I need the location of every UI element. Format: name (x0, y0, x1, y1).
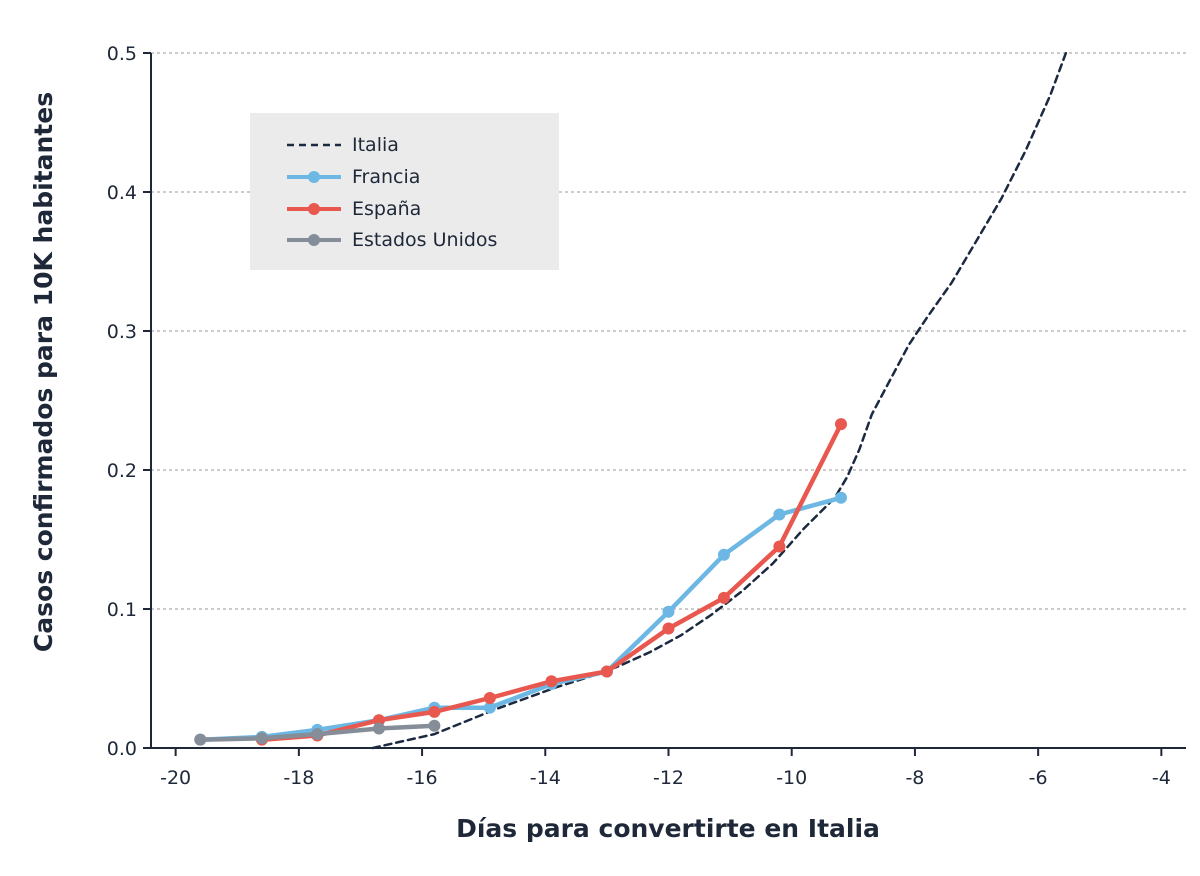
point-francia-10 (773, 508, 786, 521)
point-espana-2 (372, 714, 385, 727)
x-tick-label-1: -18 (283, 767, 314, 789)
y-tick-label-5: 0.5 (107, 43, 137, 65)
point-espana-5 (545, 675, 558, 688)
point-espana-7 (662, 622, 675, 635)
series-line-italia (371, 51, 1068, 750)
point-francia-8 (662, 605, 675, 618)
point-francia-9 (717, 548, 730, 561)
legend-marker-espana (308, 203, 320, 215)
legend-label-italia: Italia (352, 134, 399, 156)
legend-item-italia: Italia (287, 134, 399, 156)
axes (143, 52, 1186, 756)
y-tick-label-0: 0.0 (107, 738, 137, 760)
legend-label-francia: Francia (352, 166, 420, 188)
y-tick-label-1: 0.1 (107, 599, 137, 621)
legend-label-espana: España (352, 198, 421, 220)
y-tick-label-4: 0.4 (107, 182, 137, 204)
point-espana-10 (835, 418, 847, 431)
x-tick-label-7: -6 (1029, 767, 1048, 789)
point-espana-9 (773, 540, 786, 553)
y-tick-label-3: 0.3 (107, 321, 137, 343)
legend-label-estados-unidos: Estados Unidos (352, 229, 497, 251)
x-tick-label-5: -10 (776, 767, 807, 789)
legend-marker-estados-unidos (308, 234, 320, 246)
series-line-francia (198, 495, 844, 742)
x-tick-label-8: -4 (1152, 767, 1171, 789)
legend-item-espana: España (287, 198, 421, 220)
tick-labels: 0.0 0.1 0.2 0.3 0.4 0.5 -20 -18 -16 -14 -12 -10 -8 -6… (107, 43, 1171, 789)
point-espana-6 (600, 665, 613, 678)
legend: Italia Francia España Estados Unidos (250, 113, 559, 270)
point-estados-unidos-4 (428, 719, 441, 732)
x-tick-label-3: -14 (530, 767, 561, 789)
point-estados-unidos-2 (311, 728, 324, 741)
point-espana-3 (428, 705, 441, 718)
point-francia-5 (483, 701, 496, 714)
point-espana-4 (483, 691, 496, 704)
x-tick-label-4: -12 (653, 767, 684, 789)
x-tick-label-0: -20 (160, 767, 191, 789)
x-tick-label-2: -16 (407, 767, 438, 789)
y-tick-label-2: 0.2 (107, 460, 137, 482)
x-axis-title: Días para convertirte en Italia (456, 814, 880, 843)
point-espana-8 (717, 591, 730, 604)
point-estados-unidos-3 (372, 722, 385, 735)
data-series (194, 51, 1068, 750)
point-francia-11 (835, 491, 847, 504)
legend-marker-francia (308, 171, 320, 183)
y-axis-title: Casos confirmados para 10K habitantes (29, 92, 58, 652)
x-tick-label-6: -8 (905, 767, 924, 789)
point-estados-unidos-0 (194, 733, 207, 746)
legend-item-francia: Francia (287, 166, 420, 188)
legend-background (250, 113, 559, 270)
legend-item-estados-unidos: Estados Unidos (287, 229, 497, 251)
point-estados-unidos-1 (255, 732, 268, 745)
